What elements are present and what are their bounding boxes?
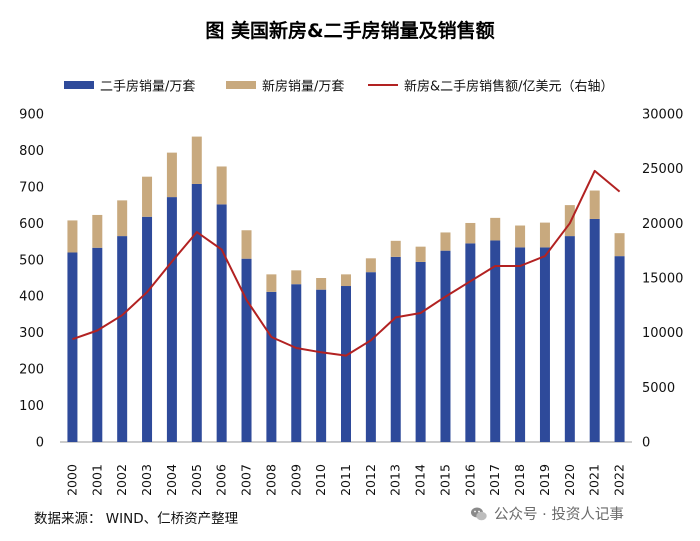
- y-left-tick-label: 500: [19, 253, 44, 268]
- y-left-tick-label: 300: [19, 326, 44, 341]
- x-tick-label: 2004: [164, 464, 179, 496]
- x-tick-label: 2018: [512, 464, 527, 496]
- legend-label-sales-amount: 新房&二手房销售额/亿美元（右轴）: [404, 79, 614, 95]
- bar-new-home: [216, 166, 227, 205]
- bar-new-home: [465, 222, 476, 244]
- x-tick-label: 2003: [139, 464, 154, 496]
- x-tick-label: 2008: [263, 464, 278, 496]
- y-right-tick-label: 25000: [642, 162, 683, 177]
- x-tick-label: 2010: [313, 464, 328, 496]
- bar-resale: [415, 261, 426, 442]
- x-tick-label: 2005: [189, 464, 204, 496]
- chart-title: 图 美国新房&二手房销量及销售额: [205, 20, 495, 42]
- watermark-text: 公众号 · 投资人记事: [494, 507, 624, 523]
- bar-resale: [341, 286, 351, 442]
- bar-resale: [614, 256, 625, 442]
- x-tick-label: 2002: [114, 464, 129, 496]
- bar-new-home: [515, 225, 526, 248]
- bar-new-home: [564, 205, 575, 237]
- bar-new-home: [291, 270, 302, 285]
- bar-resale: [515, 247, 526, 442]
- bar-new-home: [614, 233, 625, 257]
- source-note: 数据来源： WIND、仁桥资产整理: [34, 511, 239, 527]
- x-tick-label: 2001: [89, 464, 104, 496]
- bar-resale: [117, 236, 128, 442]
- x-tick-label: 2014: [413, 464, 428, 496]
- bar-resale: [191, 183, 202, 442]
- bar-new-home: [241, 230, 252, 259]
- x-tick-label: 2020: [562, 464, 577, 496]
- x-tick-label: 2011: [338, 464, 353, 496]
- bar-resale: [365, 272, 376, 442]
- bar-resale: [216, 204, 227, 442]
- bar-new-home: [589, 190, 600, 219]
- bar-resale: [440, 250, 451, 442]
- watermark: 公众号 · 投资人记事: [470, 503, 624, 524]
- x-tick-label: 2007: [239, 464, 254, 496]
- sales-amount-line: [72, 169, 621, 357]
- legend-swatch-new-home: [226, 81, 256, 89]
- bar-resale: [266, 291, 277, 442]
- x-tick-label: 2012: [363, 464, 378, 496]
- bar-resale: [589, 218, 600, 442]
- legend-swatch-resale: [64, 81, 94, 89]
- bar-resale: [465, 243, 476, 442]
- bar-resale: [390, 256, 401, 442]
- legend-label-new-home: 新房销量/万套: [262, 79, 344, 95]
- y-left-tick-label: 700: [19, 180, 44, 195]
- y-left-tick-label: 0: [36, 436, 44, 451]
- x-tick-label: 2019: [537, 464, 552, 496]
- x-tick-label: 2021: [587, 464, 602, 496]
- bar-resale: [539, 247, 550, 442]
- bar-resale: [142, 216, 153, 442]
- y-left-tick-label: 400: [19, 290, 44, 305]
- bar-resale: [316, 289, 327, 442]
- bar-new-home: [539, 222, 550, 248]
- x-tick-label: 2016: [462, 464, 477, 496]
- x-tick-label: 2015: [437, 464, 452, 496]
- y-right-tick-label: 15000: [642, 272, 683, 287]
- x-tick-label: 2009: [288, 464, 303, 496]
- bar-resale: [291, 284, 302, 442]
- x-tick-label: 2000: [64, 464, 79, 496]
- y-left-tick-label: 100: [19, 399, 44, 414]
- bar-new-home: [266, 274, 277, 292]
- bar-new-home: [440, 232, 451, 251]
- y-right-tick-label: 0: [642, 436, 650, 451]
- x-tick-label: 2013: [388, 464, 403, 496]
- bar-new-home: [316, 278, 327, 290]
- legend-label-resale: 二手房销量/万套: [100, 79, 195, 95]
- x-tick-label: 2017: [487, 464, 502, 496]
- bar-resale: [564, 236, 575, 442]
- bar-resale: [67, 252, 78, 442]
- y-left-tick-label: 800: [19, 144, 44, 159]
- bar-new-home: [415, 246, 426, 262]
- bar-new-home: [390, 240, 401, 257]
- bar-new-home: [191, 136, 202, 184]
- y-left-tick-label: 200: [19, 363, 44, 378]
- y-right-tick-label: 30000: [642, 108, 683, 123]
- bar-new-home: [117, 200, 128, 237]
- bar-resale: [241, 258, 252, 442]
- y-right-tick-label: 10000: [642, 326, 683, 341]
- wechat-icon: [471, 507, 487, 520]
- bar-new-home: [92, 214, 103, 248]
- bar-new-home: [365, 258, 376, 273]
- bar-new-home: [166, 152, 177, 198]
- y-left-tick-label: 900: [19, 108, 44, 123]
- bar-new-home: [67, 220, 78, 253]
- bar-resale: [166, 197, 177, 442]
- y-left-tick-label: 600: [19, 217, 44, 232]
- x-tick-label: 2022: [612, 464, 627, 496]
- y-right-tick-label: 20000: [642, 217, 683, 232]
- bar-new-home: [341, 274, 351, 287]
- bar-resale: [92, 247, 103, 442]
- bar-new-home: [490, 217, 501, 241]
- x-tick-label: 2006: [214, 464, 229, 496]
- bar-new-home: [142, 176, 153, 217]
- y-right-tick-label: 5000: [642, 381, 675, 396]
- bar-resale: [490, 240, 501, 442]
